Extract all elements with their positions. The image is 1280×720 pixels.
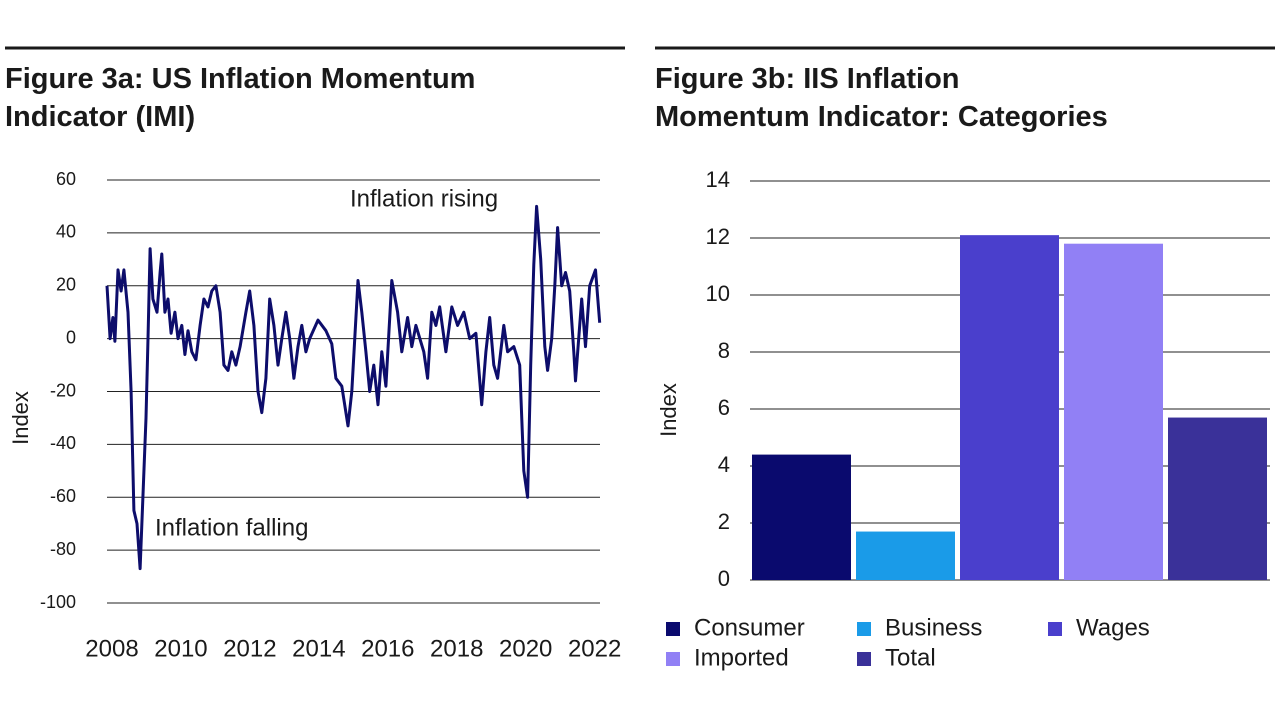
legend-label: Imported: [694, 644, 789, 671]
legend-swatch: [666, 622, 680, 636]
chart-title: Figure 3b: IIS Inflation Momentum Indicat…: [655, 63, 1108, 133]
x-tick-label: 2014: [292, 635, 345, 662]
legend-label: Consumer: [694, 614, 805, 641]
bar: [856, 531, 955, 580]
annotation: Inflation falling: [155, 514, 308, 541]
y-tick-label: -20: [50, 380, 76, 400]
y-tick-label: 40: [56, 222, 76, 242]
legend-swatch: [857, 652, 871, 666]
y-tick-label: -80: [50, 539, 76, 559]
y-axis-label: Index: [656, 383, 681, 437]
y-tick-label: 14: [706, 167, 730, 192]
legend-swatch: [857, 622, 871, 636]
y-tick-label: 0: [66, 327, 76, 347]
x-tick-label: 2022: [568, 635, 621, 662]
y-tick-label: 2: [718, 509, 730, 534]
y-tick-label: -40: [50, 433, 76, 453]
legend-swatch: [666, 652, 680, 666]
x-tick-label: 2018: [430, 635, 483, 662]
x-tick-label: 2010: [154, 635, 207, 662]
y-tick-label: 12: [706, 224, 730, 249]
line-series: [105, 204, 602, 571]
chart-title: Figure 3a: US Inflation Momentum Indicato…: [5, 63, 475, 133]
legend-label: Total: [885, 644, 936, 671]
y-tick-label: 8: [718, 338, 730, 363]
y-tick-label: -100: [40, 592, 76, 612]
bar: [960, 235, 1059, 580]
bar: [1064, 243, 1163, 580]
x-tick-label: 2012: [223, 635, 276, 662]
legend-swatch: [1048, 622, 1062, 636]
y-axis-label: Index: [8, 391, 33, 445]
legend-label: Business: [885, 614, 982, 641]
y-tick-label: 20: [56, 275, 76, 295]
legend-label: Wages: [1076, 614, 1150, 641]
y-tick-label: 60: [56, 169, 76, 189]
x-tick-label: 2020: [499, 635, 552, 662]
y-tick-label: -60: [50, 486, 76, 506]
y-tick-label: 0: [718, 566, 730, 591]
bar: [752, 454, 851, 580]
x-tick-label: 2008: [85, 635, 138, 662]
x-tick-label: 2016: [361, 635, 414, 662]
y-tick-label: 6: [718, 395, 730, 420]
bar: [1168, 417, 1267, 580]
y-tick-label: 4: [718, 452, 730, 477]
annotation: Inflation rising: [350, 185, 498, 212]
y-tick-label: 10: [706, 281, 730, 306]
